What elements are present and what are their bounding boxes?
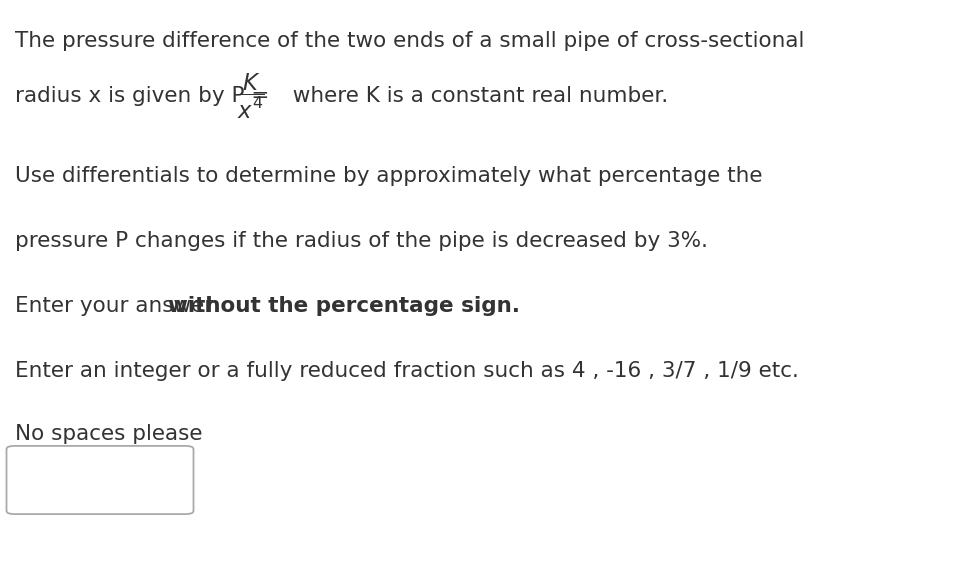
Text: pressure P changes if the radius of the pipe is decreased by 3%.: pressure P changes if the radius of the … xyxy=(15,231,708,251)
Text: Enter an integer or a fully reduced fraction such as 4 , -16 , 3/7 , 1/9 etc.: Enter an integer or a fully reduced frac… xyxy=(15,361,799,381)
Text: Use differentials to determine by approximately what percentage the: Use differentials to determine by approx… xyxy=(15,166,763,186)
FancyBboxPatch shape xyxy=(7,446,194,514)
Text: $\dfrac{K}{x^4}$: $\dfrac{K}{x^4}$ xyxy=(237,71,264,121)
Text: radius x is given by P =: radius x is given by P = xyxy=(15,86,276,106)
Text: No spaces please: No spaces please xyxy=(15,424,202,444)
Text: where K is a constant real number.: where K is a constant real number. xyxy=(279,86,669,106)
Text: without the percentage sign.: without the percentage sign. xyxy=(168,296,520,316)
Text: Enter your answer: Enter your answer xyxy=(15,296,220,316)
Text: The pressure difference of the two ends of a small pipe of cross-sectional: The pressure difference of the two ends … xyxy=(15,31,805,51)
